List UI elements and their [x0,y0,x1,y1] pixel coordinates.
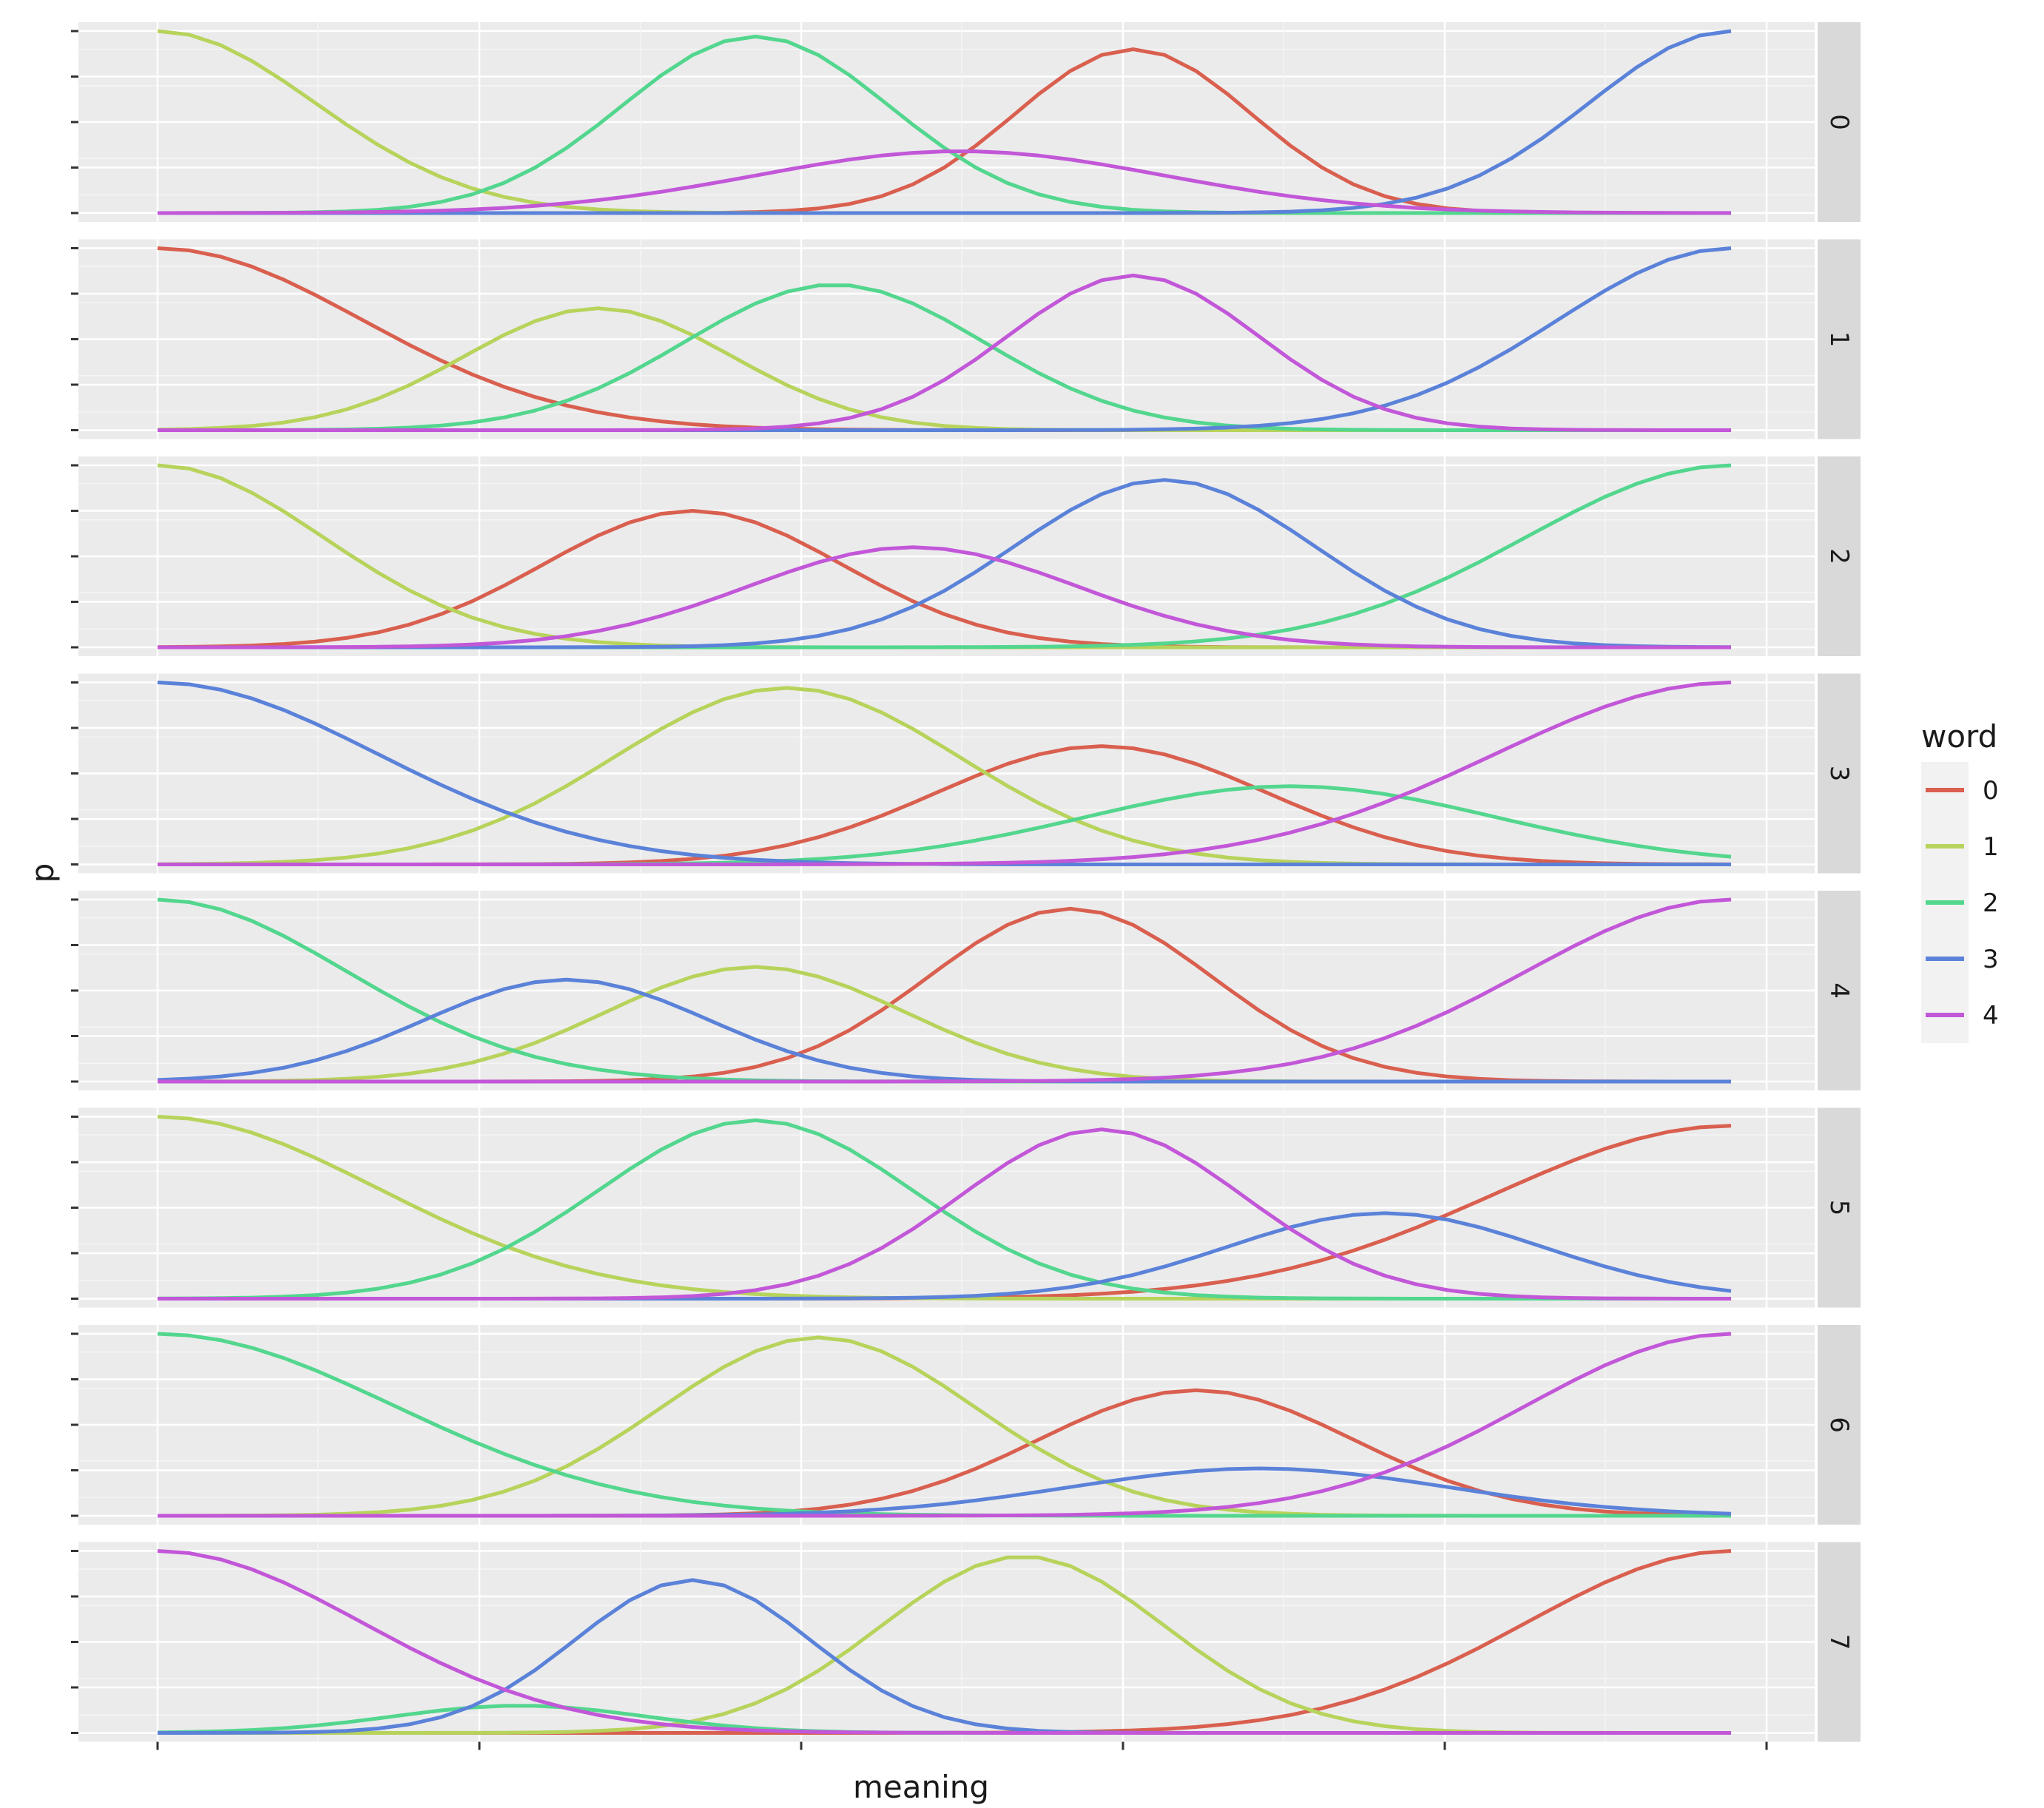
series-line-4 [158,897,1732,1084]
series-line-3 [157,977,1731,1084]
legend: word 0 1 2 3 4 [1921,718,1999,1043]
facet-strip [1818,239,1861,439]
series-line-4 [158,545,1731,650]
facet-strip-label: 7 [1824,1634,1854,1650]
facet-strip [1818,1325,1861,1525]
legend-title: word [1921,718,1997,755]
y-axes [71,30,78,1734]
facet-panels [78,22,1815,1742]
facet-strip-label: 2 [1824,548,1854,564]
facet-strip-label: 0 [1824,114,1854,130]
facet-strip-label: 4 [1824,982,1854,999]
legend-label-1: 1 [1983,832,1999,862]
legend-label-0: 0 [1983,776,1999,806]
facet-strip [1818,456,1861,656]
facet-strip-label: 1 [1824,331,1854,348]
series-line-4 [157,149,1731,215]
facet-strip-label: 6 [1824,1417,1854,1433]
x-axis-title: meaning [853,1769,989,1805]
facet-strip [1818,1542,1861,1742]
y-axis-title: p [24,863,61,883]
legend-label-4: 4 [1983,1001,1999,1031]
series-line-2 [158,283,1731,432]
facet-strip [1818,891,1861,1090]
series-line-4 [157,1549,1731,1735]
series-line-4 [158,1332,1732,1518]
x-axis [156,1741,1768,1750]
legend-label-2: 2 [1983,888,1999,918]
facet-strip-label: 3 [1824,766,1854,782]
facet-strip [1818,22,1861,222]
legend-label-3: 3 [1983,945,1999,974]
facet-strip [1818,1107,1861,1308]
series-line-2 [158,34,1731,215]
facet-strip [1818,673,1861,874]
series-line-4 [158,1127,1731,1301]
series-lines [157,29,1732,1735]
series-line-3 [158,29,1732,215]
series-line-2 [157,1118,1731,1301]
facet-strip-label: 5 [1824,1200,1854,1216]
series-line-4 [158,273,1731,432]
series-line-4 [158,681,1732,866]
facet-strips: 0 1 2 3 4 5 6 7 [1818,22,1861,1742]
